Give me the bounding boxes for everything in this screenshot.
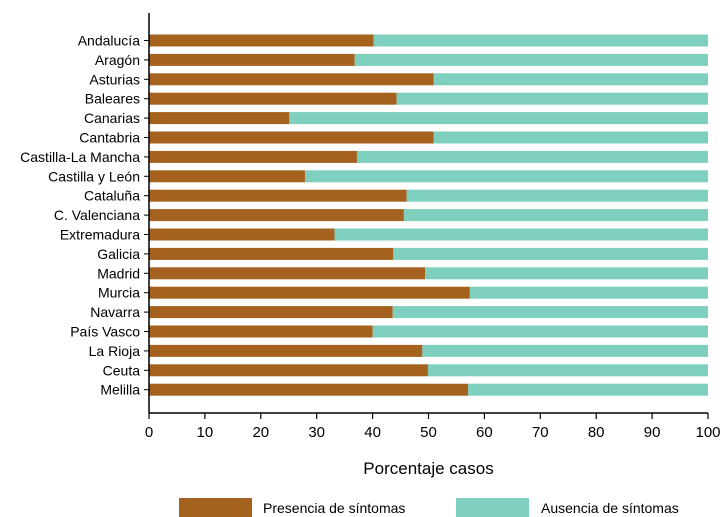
category-label: Ceuta [103, 362, 141, 378]
bar-ausencia [422, 344, 708, 357]
x-axis-title: Porcentaje casos [363, 459, 493, 478]
bar-presencia [149, 364, 428, 377]
bar-presencia [149, 92, 397, 105]
x-tick-label: 30 [308, 424, 325, 441]
x-tick-label: 0 [145, 424, 153, 441]
bar-presencia [149, 267, 426, 280]
category-label: Andalucía [78, 33, 140, 49]
bar-presencia [149, 209, 404, 222]
x-tick-label: 40 [364, 424, 381, 441]
category-label: Castilla-La Mancha [20, 149, 140, 165]
x-tick-label: 80 [588, 424, 605, 441]
bar-presencia [149, 383, 469, 396]
bar-presencia [149, 325, 373, 338]
legend: Presencia de síntomas Ausencia de síntoma… [179, 498, 679, 517]
x-axis-ticks: 0 10 20 30 40 50 60 70 80 90 100 [145, 413, 721, 441]
category-label: Canarias [84, 110, 140, 126]
bar-presencia [149, 150, 357, 163]
category-label: La Rioja [89, 343, 141, 359]
x-tick-label: 60 [476, 424, 493, 441]
x-tick-label: 10 [197, 424, 214, 441]
bar-ausencia [469, 286, 708, 299]
category-label: Cataluña [84, 188, 140, 204]
x-tick-label: 70 [532, 424, 549, 441]
bar-presencia [149, 131, 434, 144]
bar-ausencia [425, 267, 708, 280]
bar-presencia [149, 53, 355, 66]
bar-presencia [149, 73, 434, 86]
legend-swatch [456, 498, 529, 517]
category-label: Murcia [98, 285, 140, 301]
bar-presencia [149, 34, 374, 47]
category-label: Castilla y León [48, 168, 140, 184]
category-label: C. Valenciana [54, 207, 140, 223]
bar-presencia [149, 228, 335, 241]
category-label: Extremadura [60, 227, 140, 243]
bar-ausencia [354, 53, 708, 66]
category-label: País Vasco [70, 324, 140, 340]
category-label: Cantabria [79, 130, 140, 146]
bar-ausencia [433, 73, 708, 86]
category-label: Aragón [95, 52, 140, 68]
bar-presencia [149, 247, 394, 260]
category-label: Baleares [85, 91, 140, 107]
bar-presencia [149, 170, 305, 183]
category-label: Madrid [97, 265, 140, 281]
bar-ausencia [427, 364, 708, 377]
bar-ausencia [334, 228, 708, 241]
legend-label: Presencia de síntomas [263, 500, 405, 516]
x-tick-label: 20 [252, 424, 269, 441]
bar-ausencia [304, 170, 708, 183]
x-tick-label: 50 [420, 424, 437, 441]
bar-presencia [149, 306, 393, 319]
bar-ausencia [393, 247, 708, 260]
category-label: Melilla [100, 382, 140, 398]
bar-ausencia [468, 383, 708, 396]
category-label: Navarra [90, 304, 140, 320]
bar-ausencia [396, 92, 708, 105]
bar-ausencia [356, 150, 708, 163]
bar-ausencia [433, 131, 708, 144]
bar-presencia [149, 189, 407, 202]
bar-presencia [149, 112, 290, 125]
bar-presencia [149, 286, 470, 299]
bar-ausencia [392, 306, 708, 319]
bars-group [149, 34, 708, 396]
category-labels: Andalucía Aragón Asturias Baleares Canarias C… [20, 33, 149, 398]
bar-ausencia [373, 34, 708, 47]
legend-label: Ausencia de síntomas [541, 500, 679, 516]
category-label: Asturias [89, 71, 140, 87]
legend-swatch [179, 498, 252, 517]
bar-presencia [149, 344, 423, 357]
bar-ausencia [403, 209, 708, 222]
bar-ausencia [289, 112, 708, 125]
category-label: Galicia [97, 246, 140, 262]
bar-ausencia [406, 189, 708, 202]
x-tick-label: 100 [695, 424, 720, 441]
x-tick-label: 90 [644, 424, 661, 441]
bar-ausencia [372, 325, 708, 338]
